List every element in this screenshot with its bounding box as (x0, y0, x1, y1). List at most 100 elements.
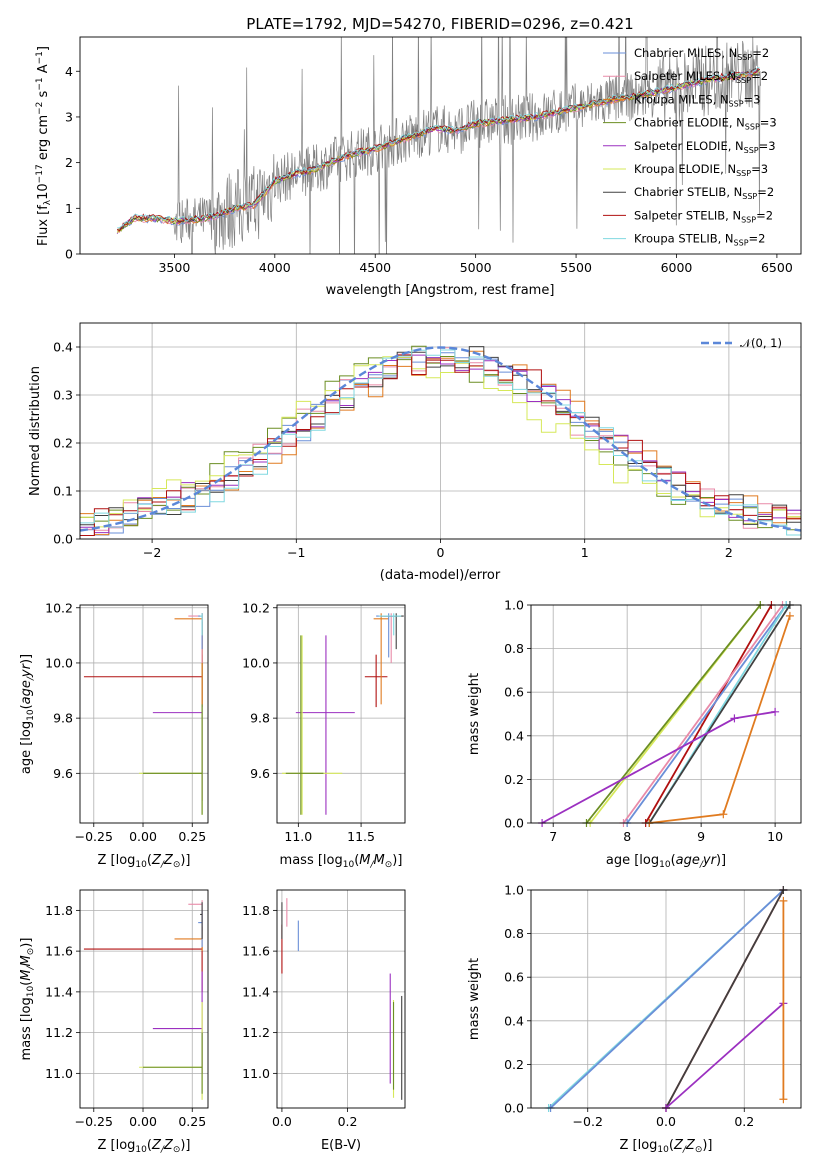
x-axis-label: Z [log10(Z/Z⊙)] (619, 1138, 712, 1155)
x-tick-label: 11.0 (284, 829, 312, 844)
normal-curve (79, 346, 802, 532)
y-tick-label: 10.0 (45, 655, 73, 670)
x-tick-label: −0.25 (75, 1114, 113, 1129)
axes-frame (276, 889, 406, 1109)
y-tick-label: 0.2 (504, 772, 524, 787)
y-tick-label: 10.2 (45, 600, 73, 615)
x-axis-label: wavelength [Angstrom, rest frame] (326, 283, 555, 298)
x-tick-label: −2 (143, 545, 161, 560)
x-tick-label: 0.00 (129, 1114, 157, 1129)
y-tick-label: 4 (65, 64, 73, 79)
y-tick-label: 10.0 (242, 655, 270, 670)
y-tick-label: 9.6 (53, 766, 73, 781)
y-tick-label: 0.6 (504, 970, 524, 985)
axes-frame (530, 604, 802, 824)
x-tick-label: 6500 (761, 260, 793, 275)
x-tick-label: −1 (287, 545, 305, 560)
x-axis-label: age [log10(age/yr)] (606, 853, 726, 870)
y-tick-label: 11.2 (45, 1025, 73, 1040)
x-tick-label: 3500 (158, 260, 190, 275)
x-tick-label: 6000 (661, 260, 693, 275)
axes-frame (79, 889, 209, 1109)
mass_vs_EBV-panel: 0.0 0.2 11.0 11.2 11.4 11.6 11.8 E(B-V) (242, 889, 406, 1153)
y-tick-label: 0.4 (504, 728, 524, 743)
histogram-chabrier_elodie (80, 345, 801, 531)
mass-weight-line-salpeter_miles (622, 604, 784, 824)
axes-frame (79, 322, 802, 540)
y-tick-label: 11.6 (242, 944, 270, 959)
mass-weight-line-chabrier_miles (626, 604, 787, 824)
x-tick-label: 0.00 (129, 829, 157, 844)
mass-weight-line-salpeter_elodie (541, 710, 776, 824)
age_vs_Z-panel: −0.25 0.00 0.25 9.6 9.8 10.0 10.2 Z [log10(Z/Z⊙… (19, 600, 209, 870)
mass-weight-line-salpeter_elodie (665, 1002, 784, 1109)
legend-entry: Kroupa STELIB, NSSP=2 (634, 232, 765, 248)
y-tick-label: 9.6 (250, 766, 270, 781)
mass-weight-marker (785, 611, 794, 620)
x-tick-label: 9 (697, 829, 705, 844)
y-tick-label: 9.8 (53, 711, 73, 726)
y-tick-label: 3 (65, 109, 73, 124)
axes-frame (79, 36, 802, 255)
x-tick-label: 4000 (259, 260, 291, 275)
y-tick-label: 0.8 (504, 641, 524, 656)
mass-weight-marker (779, 896, 788, 905)
data-spectrum-line (116, 37, 761, 254)
residuals-panel: −2 −1 0 1 2 0.0 0.1 0.2 0.3 0.4 𝒩(0, 1) (data-model… (28, 322, 802, 583)
chart-layer: 3500 4000 4500 5000 5500 6000 6500 0 1 2 3 4 Chabrie… (19, 36, 802, 1155)
histogram-kroupa_stelib (80, 349, 801, 536)
y-tick-label: 1.0 (504, 883, 524, 898)
x-tick-label: 0.2 (338, 1114, 358, 1129)
y-tick-label: 9.8 (250, 711, 270, 726)
y-tick-label: 0 (65, 247, 73, 262)
legend-entry: 𝒩(0, 1) (740, 336, 782, 350)
legend-entry: Chabrier STELIB, NSSP=2 (634, 185, 774, 201)
axes-frame (276, 604, 406, 824)
legend-entry: Chabrier ELODIE, NSSP=3 (634, 116, 777, 132)
x-tick-label: −0.25 (75, 829, 113, 844)
y-tick-label: 0.2 (53, 436, 73, 451)
massweight_vs_Z-panel: −0.2 0.0 0.2 0.0 0.2 0.4 0.6 0.8 1.0 Z [log10(Z/Z… (467, 883, 802, 1155)
mass-weight-marker (771, 707, 780, 716)
x-tick-label: 5500 (560, 260, 592, 275)
x-tick-label: 5000 (460, 260, 492, 275)
legend-entry: Kroupa MILES, NSSP=3 (634, 92, 760, 108)
mass-weight-marker (730, 714, 739, 723)
x-tick-label: 0.2 (734, 1114, 754, 1129)
y-tick-label: 0.4 (504, 1013, 524, 1028)
x-tick-label: −0.2 (573, 1114, 603, 1129)
x-tick-label: 2 (725, 545, 733, 560)
y-tick-label: 0.6 (504, 685, 524, 700)
x-tick-label: 0.25 (178, 829, 206, 844)
histogram-kroupa_elodie (80, 356, 801, 528)
y-axis-label: mass weight (467, 673, 482, 755)
y-tick-label: 0.0 (504, 816, 524, 831)
mass_vs_Z-panel: −0.25 0.00 0.25 11.0 11.2 11.4 11.6 11.8 Z [log1… (19, 889, 209, 1155)
y-tick-label: 1 (65, 201, 73, 216)
legend-entry: Salpeter ELODIE, NSSP=3 (634, 139, 776, 155)
legend-entry: Salpeter STELIB, NSSP=2 (634, 208, 773, 224)
axes-frame (79, 604, 209, 824)
x-tick-label: 0.25 (178, 1114, 206, 1129)
y-tick-label: 0.0 (53, 532, 73, 547)
y-tick-label: 10.2 (242, 600, 270, 615)
x-axis-label: Z [log10(Z/Z⊙)] (97, 1138, 190, 1155)
y-axis-label: mass [log10(M/M⊙)] (19, 938, 36, 1061)
legend-entry: Salpeter MILES, NSSP=2 (634, 69, 768, 85)
y-tick-label: 1.0 (504, 598, 524, 613)
y-tick-label: 11.4 (242, 984, 270, 999)
mass-weight-line-chabrier_stelib (665, 889, 785, 1109)
y-tick-label: 11.0 (242, 1066, 270, 1081)
x-axis-label: Z [log10(Z/Z⊙)] (97, 853, 190, 870)
legend-entry: Kroupa ELODIE, NSSP=3 (634, 162, 768, 178)
mass-weight-line-chabrier_miles (549, 889, 785, 1109)
x-tick-label: 0.0 (272, 1114, 292, 1129)
x-tick-label: 1 (581, 545, 589, 560)
mass-weight-line-chabrier_elodie (585, 604, 762, 824)
age_vs_mass-panel: 11.0 11.5 9.6 9.8 10.0 10.2 mass [log10(M/M⊙)] (242, 600, 406, 870)
y-tick-label: 11.4 (45, 984, 73, 999)
y-axis-label: Flux [fλ10−17 erg cm−2 s−1 A−1] (35, 46, 53, 246)
y-axis-label: Normed distribution (28, 366, 43, 496)
x-tick-label: 4500 (359, 260, 391, 275)
figure-title: PLATE=1792, MJD=54270, FIBERID=0296, z=0… (246, 15, 633, 33)
